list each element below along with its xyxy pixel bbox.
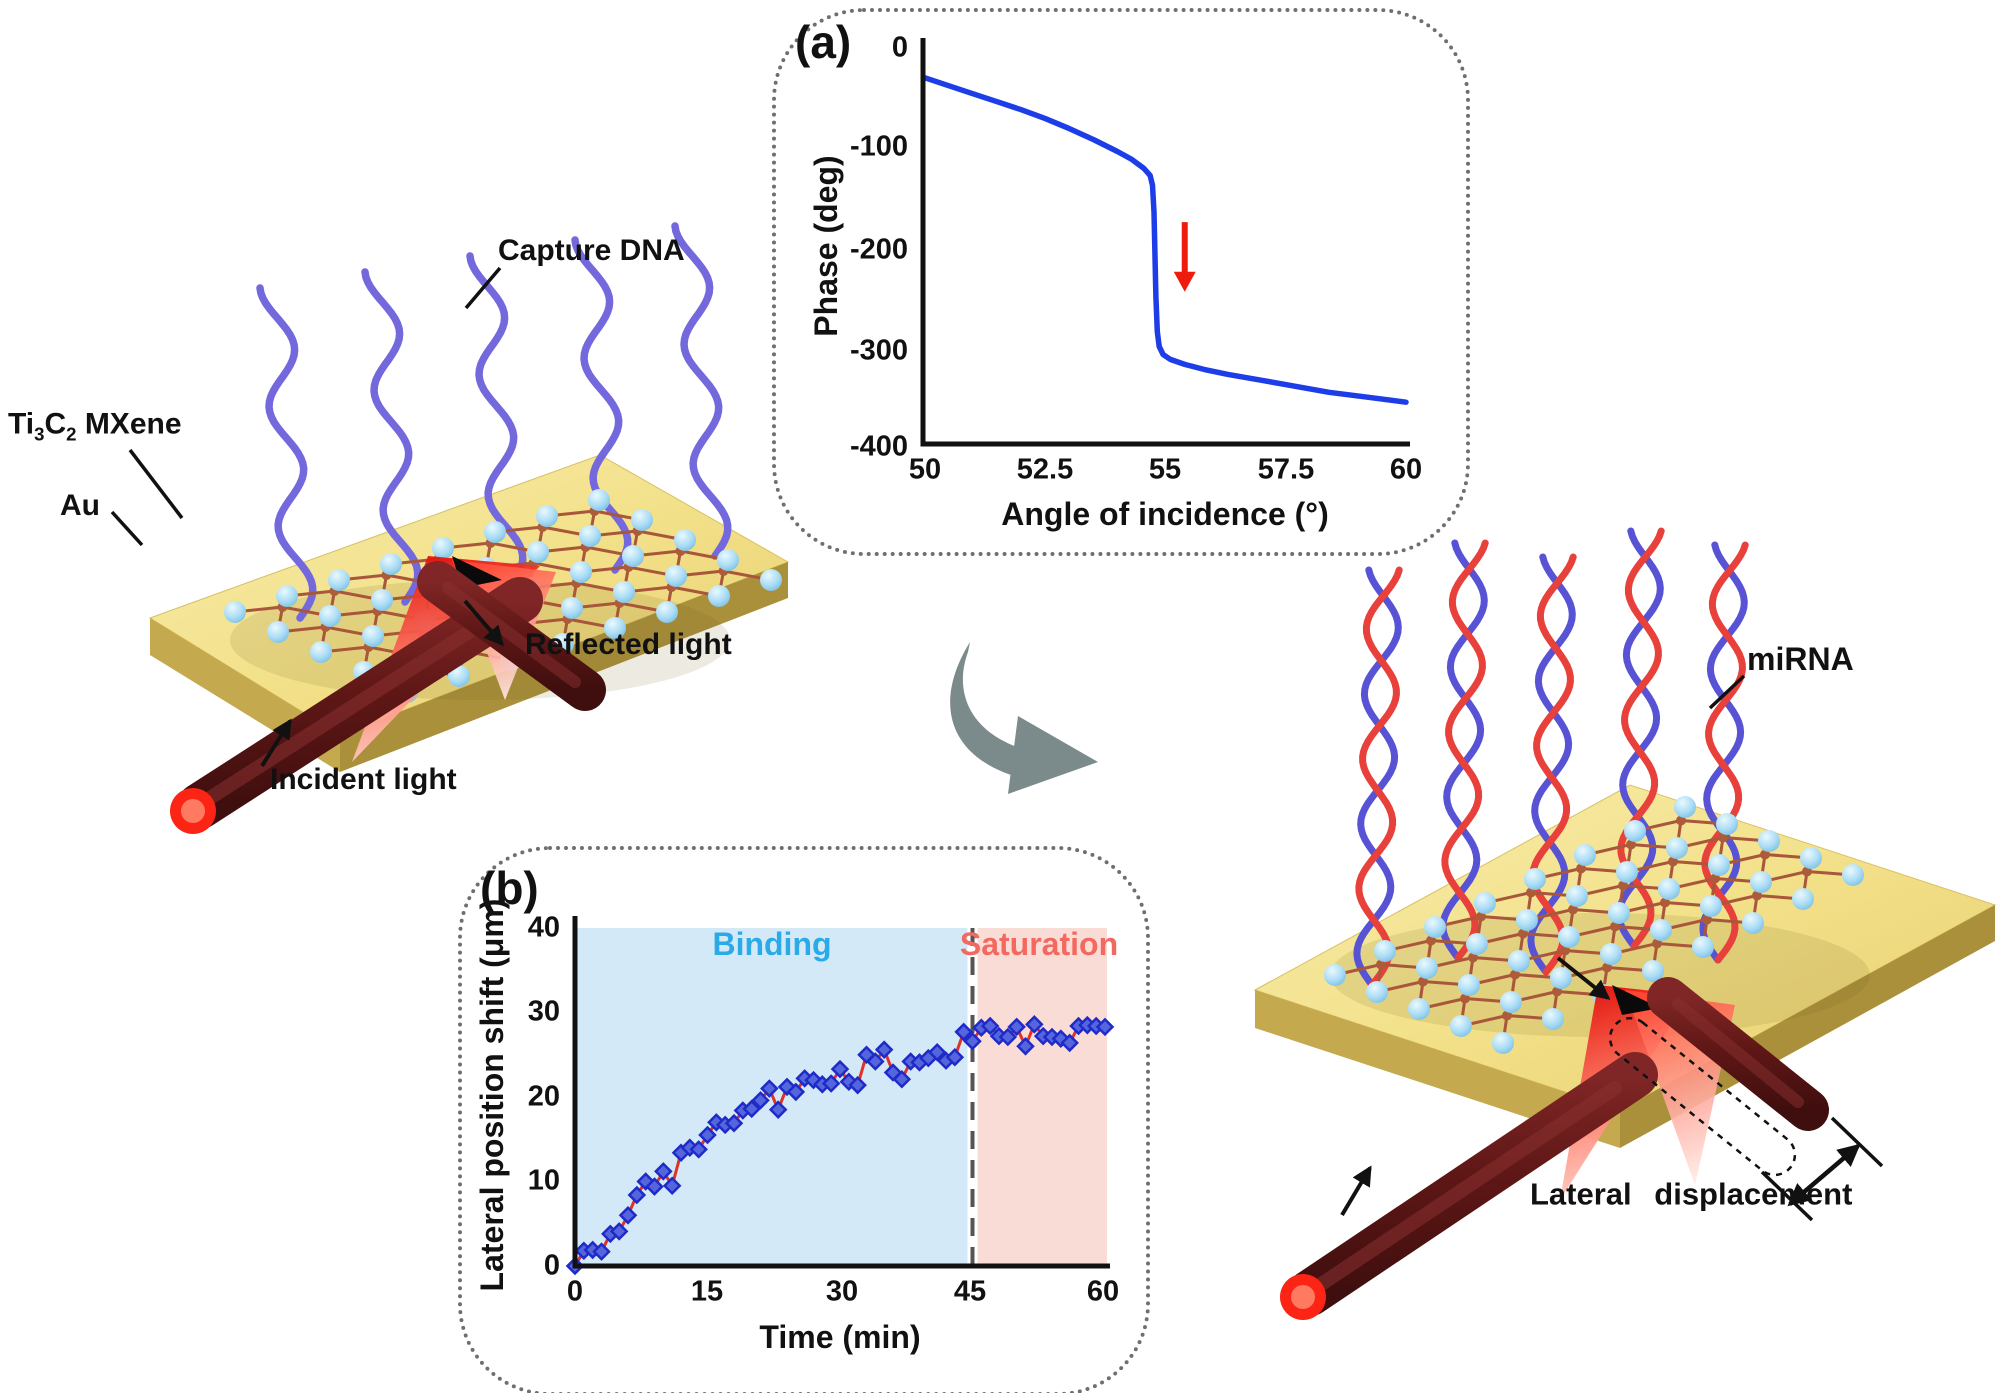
mxene-lattice-left: [224, 489, 782, 703]
panel-a-label: (a): [795, 16, 852, 68]
b-xtick-30: 30: [825, 1275, 859, 1308]
a-ytick-200: -200: [849, 233, 908, 266]
mxene-label: Ti3C2 MXene: [8, 407, 182, 445]
transition-curved-arrow: [950, 642, 1098, 794]
b-ytick-0: 0: [543, 1249, 560, 1282]
reflected-light-label: Reflected light: [525, 628, 732, 661]
mirna-label: miRNA: [1747, 641, 1854, 677]
chart-shift-vs-time: [565, 916, 1115, 1276]
incident-light-label: Incident light: [270, 763, 457, 796]
incident-light-arrow: [260, 718, 292, 768]
mxene-lattice-right: [1324, 796, 1864, 1054]
b-xtick-0: 0: [566, 1275, 584, 1308]
a-ytick-100: -100: [849, 130, 908, 163]
capture-dna-label: Capture DNA: [498, 234, 685, 267]
light-beams-right: [1280, 977, 1829, 1320]
a-xtick-55: 55: [1148, 453, 1182, 486]
shift-series: [565, 1015, 1115, 1276]
chart-a-axes: [920, 38, 1410, 447]
b-xlabel: Time (min): [759, 1319, 921, 1355]
a-ytick-300: -300: [849, 334, 908, 367]
light-beams-left: [170, 556, 606, 834]
a-xlabel: Angle of incidence (°): [1001, 496, 1329, 532]
phase-curve: [922, 75, 1409, 405]
chart-b-regions: [577, 928, 1107, 1266]
b-ytick-20: 20: [527, 1080, 560, 1113]
a-ylabel: Phase (deg): [808, 155, 844, 337]
lateral-displacement-label: Lateral displacement: [1530, 1176, 1853, 1212]
mirna-duplex-strands: [1353, 527, 1749, 989]
a-xtick-52-5: 52.5: [1016, 453, 1074, 486]
b-ytick-30: 30: [527, 995, 560, 1028]
a-xtick-57-5: 57.5: [1257, 453, 1315, 486]
chart-phase-vs-angle: [920, 38, 1410, 447]
panel-a-dotted-box: [772, 8, 1470, 556]
b-xtick-60: 60: [1086, 1275, 1120, 1308]
right-biosensor-illustration: [1253, 527, 1997, 1320]
a-xtick-50: 50: [908, 453, 942, 486]
left-biosensor-illustration: [110, 222, 790, 834]
a-ytick-400: -400: [849, 430, 908, 463]
b-xtick-45: 45: [953, 1275, 987, 1308]
incident-direction-arrow: [1340, 1165, 1372, 1217]
displacement-double-arrow: [1787, 1143, 1861, 1207]
binding-region-label: Binding: [712, 926, 832, 962]
a-xtick-60: 60: [1389, 453, 1423, 486]
b-ytick-40: 40: [527, 911, 560, 944]
b-xtick-15: 15: [690, 1275, 724, 1308]
a-ytick-0: 0: [891, 31, 908, 64]
b-ylabel: Lateral position shift (μm): [474, 898, 510, 1292]
panel-b-label: (b): [480, 862, 539, 914]
saturation-region-label: Saturation: [959, 926, 1119, 962]
lateral-displacement-measure: [1760, 1116, 1884, 1222]
mxene-pointer: [128, 448, 184, 520]
mirna-pointer: [1708, 674, 1746, 710]
capture-dna-strands: [256, 222, 732, 622]
chart-b-axes: [572, 916, 1110, 1269]
b-ytick-10: 10: [527, 1164, 560, 1197]
capture-dna-pointer: [464, 266, 502, 310]
reflected-light-arrow: [463, 599, 504, 647]
au-pointer: [110, 510, 144, 547]
reflected-direction-arrow: [1556, 956, 1611, 1000]
au-label: Au: [60, 489, 100, 522]
resonance-drop-arrow: [1173, 222, 1196, 292]
